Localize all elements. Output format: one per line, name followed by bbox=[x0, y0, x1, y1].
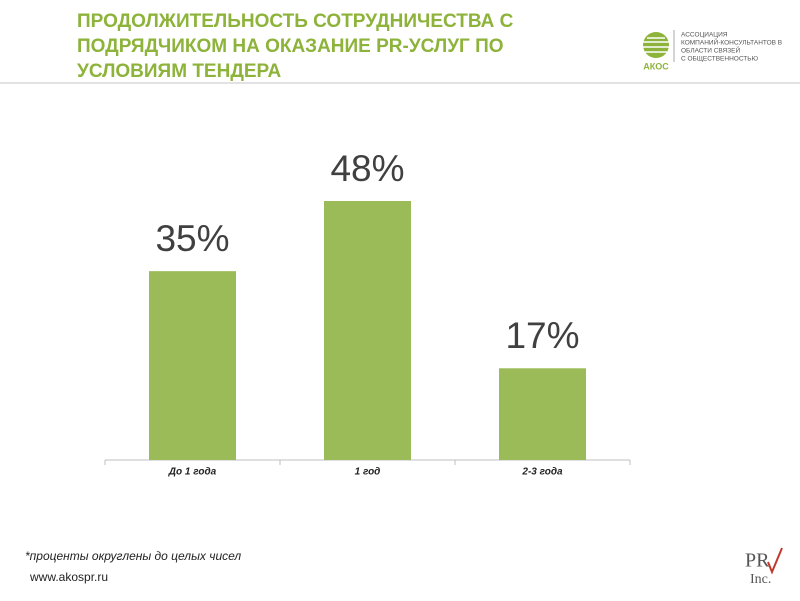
value-label: 48% bbox=[330, 148, 404, 189]
title-line: УСЛОВИЯМ ТЕНДЕРА bbox=[77, 61, 282, 82]
bar bbox=[499, 368, 586, 460]
url: www.akospr.ru bbox=[29, 570, 108, 584]
logo-name: АКОС bbox=[643, 61, 669, 71]
logo-text: С ОБЩЕСТВЕННОСТЬЮ bbox=[681, 56, 759, 63]
value-label: 35% bbox=[155, 218, 229, 259]
plot: 35% До 1 года 48% 1 год 17% 2-3 года bbox=[104, 148, 631, 478]
title-line: ПОДРЯДЧИКОМ НА ОКАЗАНИЕ PR-УСЛУГ ПО bbox=[77, 36, 504, 57]
brand-pr: PR bbox=[745, 550, 770, 572]
value-label: 17% bbox=[505, 315, 579, 356]
brand-inc: Inc. bbox=[750, 572, 771, 587]
x-tick-label: 2-3 года bbox=[521, 467, 563, 478]
logo-text: ОБЛАСТИ СВЯЗЕЙ bbox=[681, 46, 740, 55]
footnote: *проценты округлены до целых чисел bbox=[25, 549, 241, 563]
bar bbox=[324, 201, 411, 460]
x-tick-label: 1 год bbox=[355, 467, 381, 478]
logo-mark bbox=[643, 32, 669, 58]
title-line: ПРОДОЛЖИТЕЛЬНОСТЬ СОТРУДНИЧЕСТВА С bbox=[77, 11, 514, 32]
brand-check bbox=[767, 547, 783, 575]
logo-text: АССОЦИАЦИЯ bbox=[681, 32, 728, 39]
bar bbox=[149, 271, 236, 460]
x-tick-label: До 1 года bbox=[168, 467, 217, 478]
logo-text: КОМПАНИЙ-КОНСУЛЬТАНТОВ В bbox=[681, 38, 782, 47]
